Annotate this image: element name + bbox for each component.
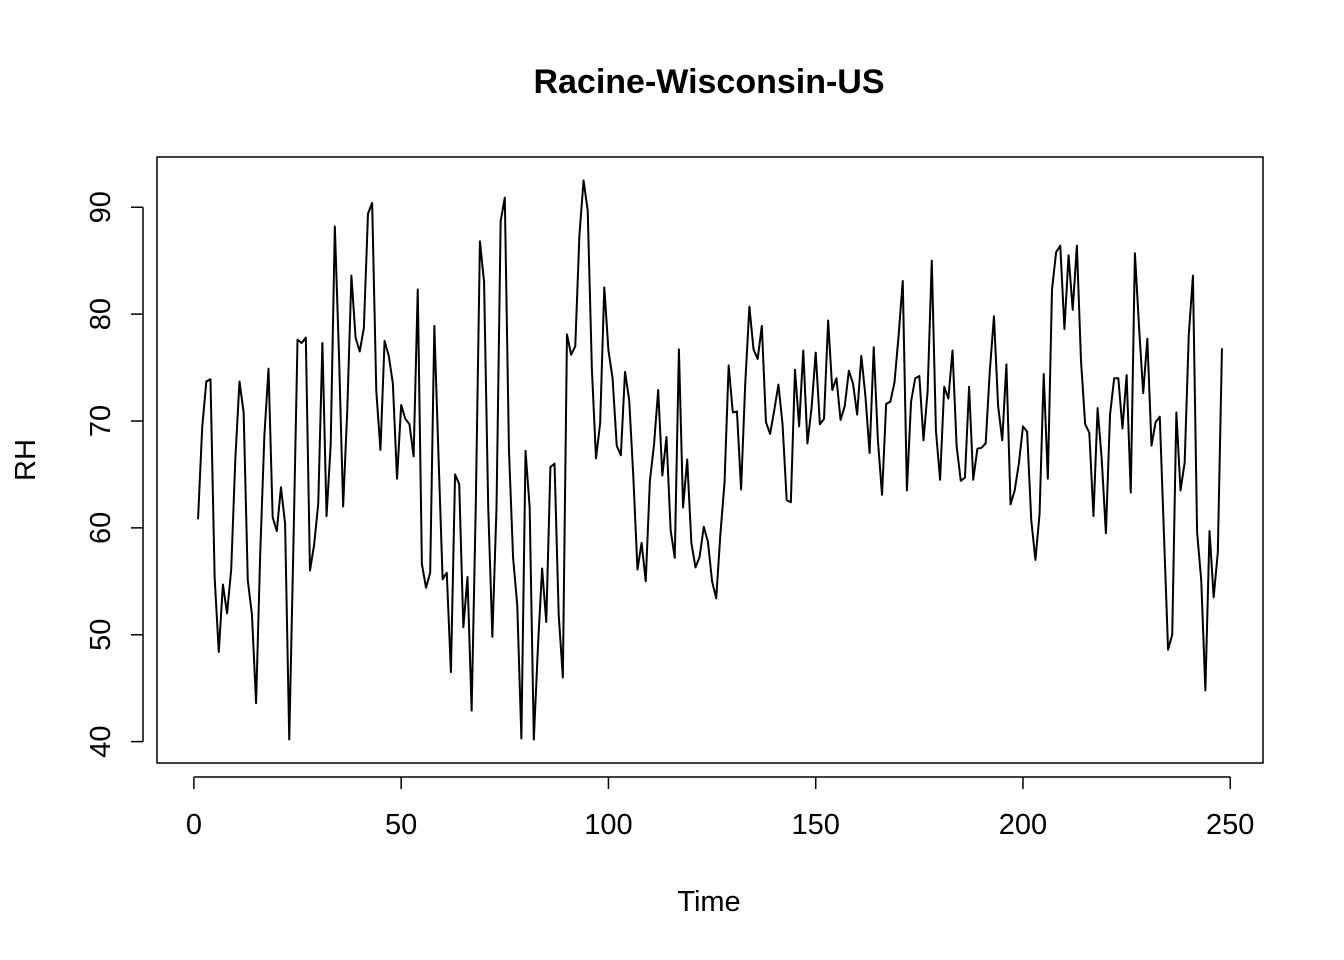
y-tick-label: 70 [85,405,117,437]
x-tick-label: 250 [1206,809,1254,841]
x-axis: 0 50 100 150 200 250 [186,776,1254,841]
series-line [197,179,1223,741]
x-tick-label: 100 [584,809,632,841]
plot-area [197,179,1223,741]
x-tick-label: 0 [186,809,202,841]
y-axis: 40 50 60 70 80 90 [85,191,144,758]
x-tick-label: 50 [385,809,417,841]
y-tick-label: 60 [85,512,117,544]
y-tick-label: 50 [85,619,117,651]
y-tick-label: 80 [85,298,117,330]
plot-frame [156,156,1264,764]
y-tick-label: 40 [85,725,117,757]
x-tick-label: 150 [792,809,840,841]
y-tick-label: 90 [85,191,117,223]
x-axis-label: Time [677,886,740,918]
y-axis-label: RH [10,439,42,481]
chart-title: Racine-Wisconsin-US [533,63,884,101]
x-tick-label: 200 [999,809,1047,841]
